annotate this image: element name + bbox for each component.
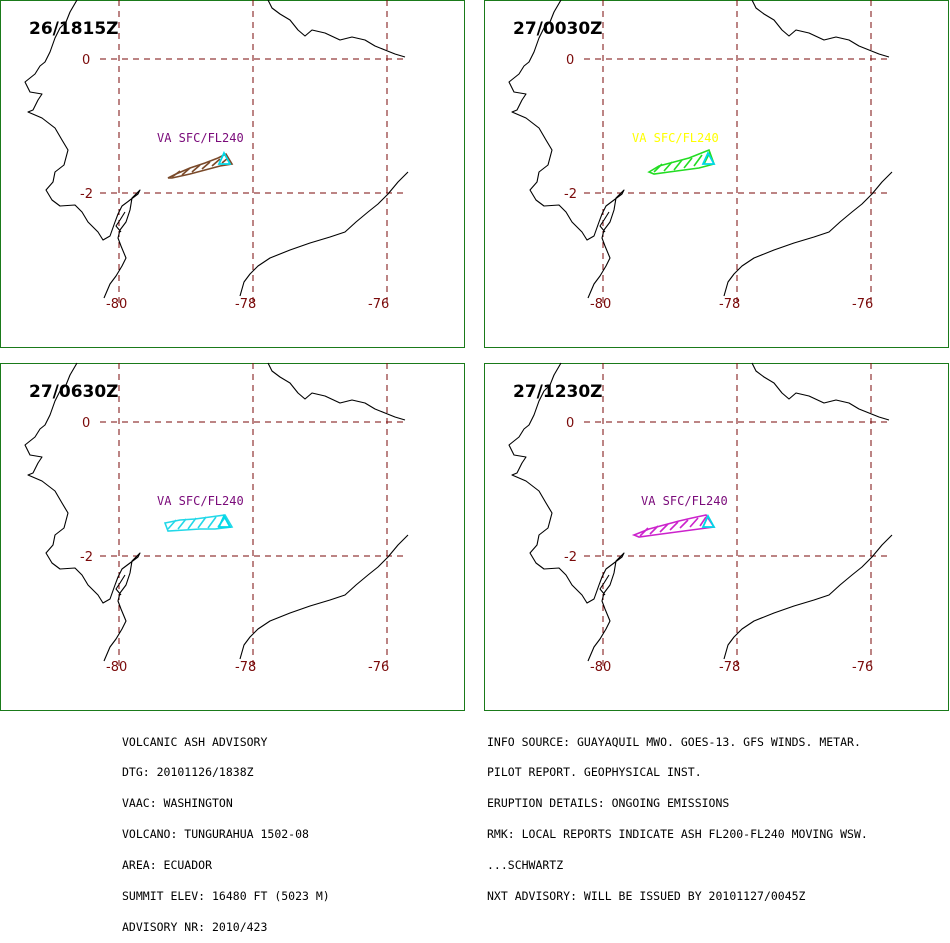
- latitude-label: 0: [82, 416, 90, 431]
- ash-cloud-hatch: [679, 519, 689, 529]
- longitude-label: -76: [852, 297, 873, 312]
- ash-cloud-hatch: [683, 157, 693, 169]
- advisory-details-block: INFO SOURCE: GUAYAQUIL MWO. GOES-13. GFS…: [487, 716, 868, 912]
- map-panel: 0 -2 -80 -78 -76 27/0630Z VA SFC/FL240: [0, 362, 465, 711]
- longitude-label: -78: [719, 297, 740, 312]
- advisory-line: ERUPTION DETAILS: ONGOING EMISSIONS: [487, 796, 730, 811]
- ash-cloud-hatch: [187, 517, 197, 530]
- advisory-header-block: VOLCANIC ASH ADVISORY DTG: 20101126/1838…: [122, 716, 330, 943]
- ash-cloud-hatch: [177, 518, 187, 530]
- latitude-label: -2: [564, 550, 577, 565]
- border-path: [751, 0, 890, 58]
- volcano-triangle-icon: [217, 150, 232, 165]
- longitude-label: -78: [719, 660, 740, 675]
- advisory-line: NXT ADVISORY: WILL BE ISSUED BY 20101127…: [487, 889, 806, 904]
- border-path: [723, 171, 893, 297]
- ash-cloud-hatch: [699, 516, 707, 527]
- map-panel: 0 -2 -80 -78 -76 26/1815Z VA SFC/FL240: [0, 0, 465, 348]
- ash-cloud-hatch: [171, 170, 181, 178]
- advisory-line: SUMMIT ELEV: 16480 FT (5023 M): [122, 889, 330, 904]
- map-panel: 0 -2 -80 -78 -76 27/1230Z VA SFC/FL240: [484, 362, 949, 711]
- advisory-line: VOLCANIC ASH ADVISORY: [122, 734, 268, 749]
- map-svg: 0 -2 -80 -78 -76 27/0630Z VA SFC/FL240: [0, 362, 465, 711]
- ash-cloud-hatch: [673, 159, 683, 171]
- map-svg: 0 -2 -80 -78 -76 27/1230Z VA SFC/FL240: [484, 362, 949, 711]
- advisory-line: ADVISORY NR: 2010/423: [122, 919, 268, 934]
- latitude-label: -2: [80, 187, 93, 202]
- ash-cloud-hatch: [191, 164, 201, 173]
- longitude-label: -78: [235, 660, 256, 675]
- ash-cloud-label: VA SFC/FL240: [632, 131, 719, 145]
- border-path: [751, 362, 890, 421]
- ash-cloud-label: VA SFC/FL240: [157, 494, 244, 508]
- coastline-path: [508, 362, 625, 662]
- panel-timestamp: 27/0630Z: [29, 382, 119, 402]
- map-svg: 0 -2 -80 -78 -76 26/1815Z VA SFC/FL240: [0, 0, 465, 348]
- advisory-line: DTG: 20101126/1838Z: [122, 765, 254, 780]
- ash-cloud-hatch: [211, 158, 221, 167]
- longitude-label: -80: [590, 297, 611, 312]
- advisory-line: INFO SOURCE: GUAYAQUIL MWO. GOES-13. GFS…: [487, 734, 861, 749]
- latitude-label: -2: [80, 550, 93, 565]
- ash-cloud-hatch: [181, 167, 191, 176]
- coastline-path: [24, 0, 141, 299]
- ash-cloud-hatch: [207, 516, 217, 529]
- ash-cloud-hatch: [167, 519, 177, 530]
- panel-timestamp: 27/1230Z: [513, 382, 603, 402]
- panel-timestamp: 26/1815Z: [29, 19, 119, 39]
- border-path: [267, 362, 406, 421]
- ash-cloud-hatch: [659, 523, 669, 533]
- panel-frame: [0, 363, 465, 711]
- ash-cloud-hatch: [663, 161, 673, 172]
- longitude-label: -78: [235, 297, 256, 312]
- longitude-label: -76: [368, 660, 389, 675]
- latitude-label: 0: [566, 416, 574, 431]
- longitude-label: -80: [106, 660, 127, 675]
- volcano-triangle-icon: [217, 513, 232, 528]
- map-svg: 0 -2 -80 -78 -76 27/0030Z VA SFC/FL240: [484, 0, 949, 348]
- ash-cloud-hatch: [197, 516, 207, 529]
- longitude-label: -80: [590, 660, 611, 675]
- coastline-path: [508, 0, 625, 299]
- border-path: [239, 171, 409, 297]
- ash-cloud-hatch: [639, 527, 649, 537]
- coastline-path: [599, 211, 610, 233]
- latitude-label: -2: [564, 187, 577, 202]
- advisory-line: ...SCHWARTZ: [487, 858, 564, 873]
- ash-cloud-polygon: [163, 514, 234, 532]
- coastline-path: [24, 362, 141, 662]
- ash-cloud-hatch: [201, 161, 211, 170]
- ash-cloud-hatch: [669, 521, 679, 531]
- ash-cloud-hatch: [689, 517, 699, 528]
- ash-cloud-hatch: [653, 163, 663, 173]
- volcano-triangle-icon: [701, 150, 716, 165]
- volcano-triangle-icon: [701, 513, 716, 528]
- panel-frame: [484, 0, 949, 348]
- panel-frame: [0, 0, 465, 348]
- longitude-label: -76: [852, 660, 873, 675]
- latitude-label: 0: [566, 53, 574, 68]
- coastline-path: [115, 574, 126, 596]
- ash-cloud-hatch: [693, 154, 703, 167]
- advisory-line: RMK: LOCAL REPORTS INDICATE ASH FL200-FL…: [487, 827, 868, 842]
- ash-cloud-label: VA SFC/FL240: [641, 494, 728, 508]
- coastline-path: [115, 211, 126, 233]
- advisory-line: VOLCANO: TUNGURAHUA 1502-08: [122, 827, 309, 842]
- map-panel: 0 -2 -80 -78 -76 27/0030Z VA SFC/FL240: [484, 0, 949, 348]
- advisory-line: VAAC: WASHINGTON: [122, 796, 233, 811]
- border-path: [723, 534, 893, 660]
- latitude-label: 0: [82, 53, 90, 68]
- border-path: [267, 0, 406, 58]
- panel-frame: [484, 363, 949, 711]
- longitude-label: -76: [368, 297, 389, 312]
- border-path: [239, 534, 409, 660]
- longitude-label: -80: [106, 297, 127, 312]
- panel-timestamp: 27/0030Z: [513, 19, 603, 39]
- ash-cloud-hatch: [649, 525, 659, 535]
- ash-cloud-label: VA SFC/FL240: [157, 131, 244, 145]
- advisory-line: PILOT REPORT. GEOPHYSICAL INST.: [487, 765, 702, 780]
- advisory-line: AREA: ECUADOR: [122, 858, 213, 873]
- coastline-path: [599, 574, 610, 596]
